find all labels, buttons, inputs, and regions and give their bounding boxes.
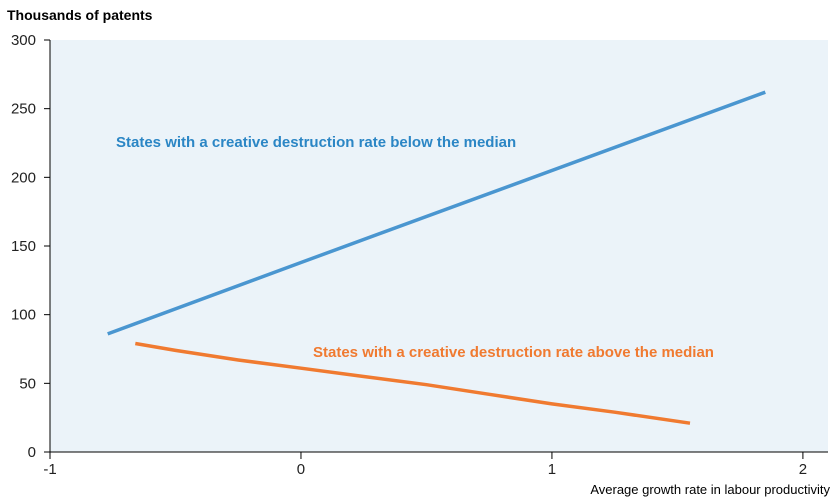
series-line-above-median <box>135 341 691 425</box>
x-ticks: -1 0 1 2 <box>43 452 807 478</box>
x-tick-label: 2 <box>799 461 807 478</box>
x-tick-label: 1 <box>548 461 556 478</box>
x-tick-label: 0 <box>297 461 305 478</box>
series-lines <box>107 90 766 425</box>
x-axis-label: Average growth rate in labour productivi… <box>590 482 830 497</box>
series-label-below-median: States with a creative destruction rate … <box>116 134 516 151</box>
y-tick-label: 200 <box>11 169 36 186</box>
y-axis-label: Thousands of patents <box>7 7 153 23</box>
series-line-below-median <box>107 90 766 336</box>
plot-area <box>50 40 828 452</box>
y-tick-label: 0 <box>28 444 36 461</box>
y-tick-label: 250 <box>11 101 36 118</box>
y-tick-label: 50 <box>19 375 36 392</box>
y-ticks: 0 50 100 150 200 250 300 <box>11 32 50 461</box>
y-tick-label: 100 <box>11 307 36 324</box>
x-tick-label: -1 <box>43 461 56 478</box>
series-label-above-median: States with a creative destruction rate … <box>313 344 714 361</box>
y-tick-label: 300 <box>11 32 36 49</box>
y-tick-label: 150 <box>11 238 36 255</box>
